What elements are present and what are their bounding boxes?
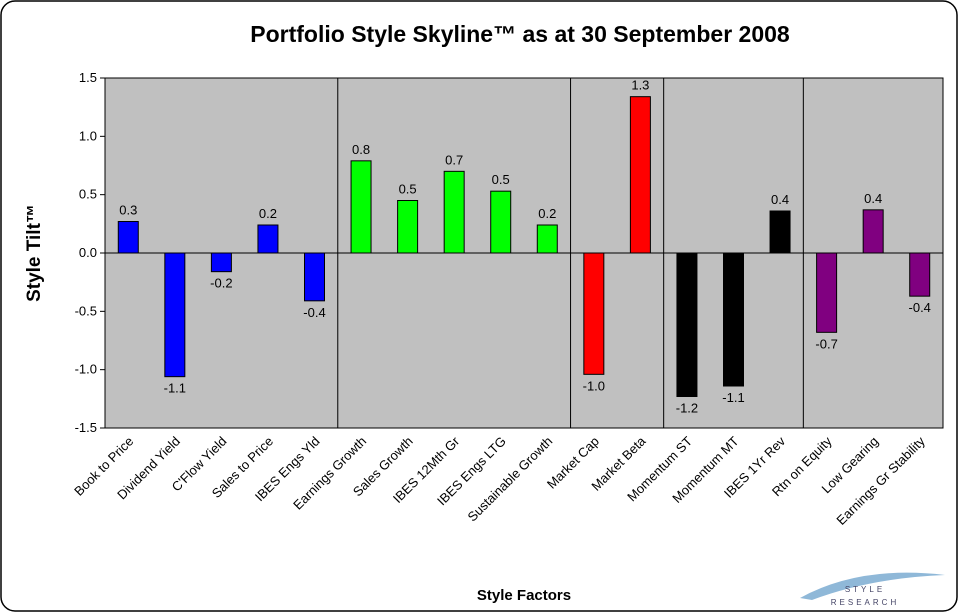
data-label: -1.0 [583, 378, 605, 393]
bar [443, 170, 465, 254]
data-label: 0.2 [538, 206, 556, 221]
bar [816, 252, 838, 333]
data-label: -0.4 [303, 305, 325, 320]
bar [350, 160, 372, 254]
logo: STYLE RESEARCH [800, 572, 945, 607]
bar [257, 224, 279, 254]
data-label: -1.2 [676, 401, 698, 416]
bar [536, 224, 558, 254]
data-label: -0.4 [909, 300, 931, 315]
data-label: 1.3 [631, 78, 649, 93]
y-axis-label: Style Tilt™ [24, 204, 45, 302]
bar [909, 252, 931, 297]
y-tick-label: 1.0 [79, 128, 97, 143]
x-axis-label: Style Factors [477, 587, 571, 604]
data-label: 0.5 [492, 172, 510, 187]
bar [862, 209, 884, 254]
bar [769, 210, 791, 254]
bar [723, 252, 744, 387]
data-label: 0.4 [771, 192, 789, 207]
logo-text: RESEARCH [831, 598, 899, 607]
y-tick-label: -1.5 [75, 420, 97, 435]
data-label: 0.2 [259, 206, 277, 221]
bar [629, 96, 651, 254]
bar [117, 221, 139, 254]
bar [164, 252, 186, 378]
data-label: 0.8 [352, 142, 370, 157]
logo-text: STYLE [845, 585, 885, 594]
bar [397, 200, 419, 254]
y-tick-label: 1.5 [79, 70, 97, 85]
y-tick-label: 0.0 [79, 245, 97, 260]
data-label: 0.5 [399, 182, 417, 197]
y-tick-label: -1.0 [75, 362, 97, 377]
chart-title: Portfolio Style Skyline™ as at 30 Septem… [250, 21, 790, 47]
data-label: 0.3 [119, 203, 137, 218]
bar [676, 252, 698, 397]
data-label: 0.4 [864, 191, 882, 206]
y-tick-label: -0.5 [75, 303, 97, 318]
bar [304, 252, 325, 302]
data-label: 0.7 [445, 152, 463, 167]
data-label: -0.7 [815, 336, 837, 351]
bar [210, 252, 232, 273]
bar [490, 190, 512, 254]
logo-swoosh [800, 572, 945, 600]
bar [583, 252, 605, 375]
y-tick-label: 0.5 [79, 187, 97, 202]
data-label: -1.1 [722, 390, 744, 405]
data-label: -0.2 [210, 276, 232, 291]
data-label: -1.1 [164, 381, 186, 396]
